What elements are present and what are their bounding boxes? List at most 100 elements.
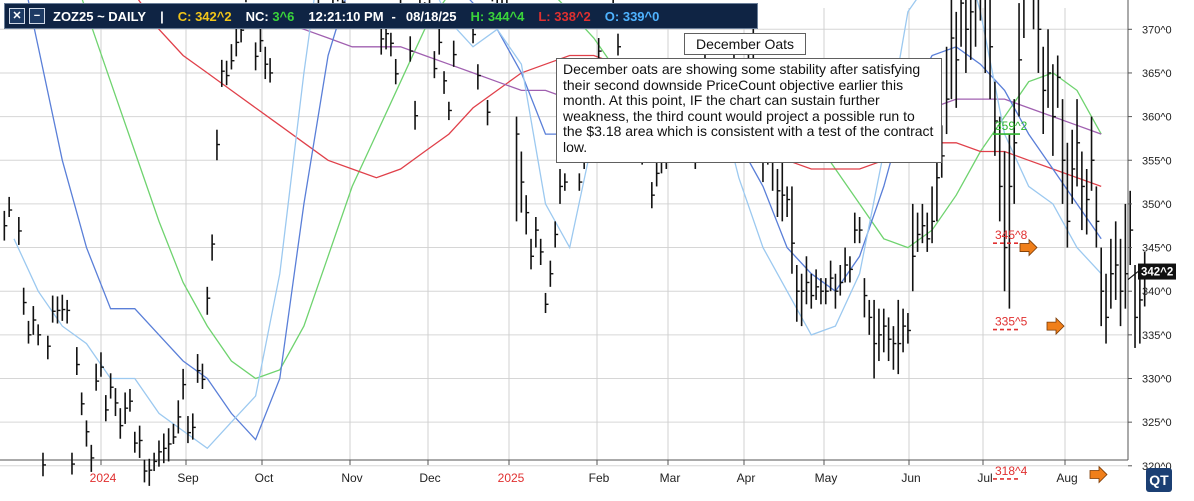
ohlc-bar xyxy=(795,265,800,322)
ohlc-bar xyxy=(191,413,196,440)
ohlc-bar xyxy=(844,247,849,283)
ohlc-bar xyxy=(61,294,66,321)
ohlc-bar xyxy=(834,273,839,309)
ohlc-bar xyxy=(955,11,960,108)
close-value: C: 342^2 xyxy=(177,8,232,24)
ohlc-bar xyxy=(969,0,974,60)
y-tick-label: 355^0 xyxy=(1142,155,1172,167)
ohlc-bar xyxy=(984,0,987,73)
ohlc-bar xyxy=(810,273,815,309)
ohlc-bar xyxy=(1085,168,1090,235)
ohlc-bar xyxy=(651,182,655,209)
ohlc-bar xyxy=(926,212,931,252)
ohlc-bar xyxy=(853,212,858,244)
ohlc-bar xyxy=(1018,3,1023,117)
ohlc-bar xyxy=(143,459,148,483)
ohlc-bar xyxy=(254,42,259,71)
x-tick-label: Feb xyxy=(589,471,610,485)
ohlc-bar xyxy=(839,265,844,296)
ohlc-bar xyxy=(539,238,544,266)
ohlc-bar xyxy=(578,173,583,191)
ohlc-bar xyxy=(863,278,868,318)
ohlc-bar xyxy=(138,425,143,458)
ohlc-bar xyxy=(868,299,873,335)
ohlc-bar xyxy=(148,458,153,486)
ohlc-bar xyxy=(960,0,965,47)
low-value: L: 338^2 xyxy=(538,8,591,24)
ohlc-bar xyxy=(1061,99,1066,204)
ohlc-bar xyxy=(1071,129,1076,204)
quote-header-bar: ✕ − ZOZ25 ~ DAILY | C: 342^2 NC: 3^6 12:… xyxy=(4,3,758,29)
ohlc-bar xyxy=(921,203,926,244)
ohlc-bar xyxy=(897,299,902,375)
ohlc-bar xyxy=(1090,116,1095,191)
ohlc-bar xyxy=(162,433,167,464)
x-tick-label: Dec xyxy=(419,471,440,485)
ohlc-bar xyxy=(158,440,162,467)
ohlc-bar xyxy=(1114,221,1119,300)
ohlc-bar xyxy=(201,363,206,389)
last-price-box xyxy=(1138,263,1176,280)
ohlc-bar xyxy=(56,296,61,324)
moving-average-green xyxy=(81,0,1102,380)
ohlc-bar xyxy=(394,58,399,85)
y-tick-label: 325^0 xyxy=(1142,417,1172,429)
ohlc-bar xyxy=(269,58,274,83)
x-tick-label: 2024 xyxy=(90,471,117,485)
ohlc-bar xyxy=(119,408,124,439)
ohlc-bar xyxy=(1047,29,1052,108)
target-arrow-icon xyxy=(1046,317,1065,336)
ohlc-bar xyxy=(18,216,22,245)
ohlc-bar xyxy=(245,0,247,3)
ohlc-bar xyxy=(419,0,421,7)
minimize-icon[interactable]: − xyxy=(29,8,45,24)
y-tick-label: 345^0 xyxy=(1142,243,1172,255)
ohlc-bar xyxy=(264,46,269,80)
ohlc-bar xyxy=(114,388,119,417)
open-value: O: 339^0 xyxy=(604,8,660,24)
last-price-pointer xyxy=(1127,271,1139,281)
ohlc-bar xyxy=(907,313,911,344)
x-tick-label: Jun xyxy=(901,471,920,485)
qt-logo: QT xyxy=(1146,468,1172,492)
ohlc-bar xyxy=(535,216,539,248)
ohlc-bar xyxy=(849,256,853,283)
ohlc-bar xyxy=(51,295,56,323)
ohlc-bar xyxy=(776,168,781,217)
ohlc-bar xyxy=(974,0,977,47)
ohlc-bar xyxy=(1105,273,1110,344)
x-tick-label: Nov xyxy=(341,471,362,485)
ohlc-bar xyxy=(80,392,85,416)
last-price-label: 342^2 xyxy=(1141,267,1173,279)
chart-grid xyxy=(0,0,1129,467)
x-tick-label: Aug xyxy=(1056,471,1077,485)
y-tick-label: 365^0 xyxy=(1142,68,1172,80)
ohlc-bar xyxy=(1023,0,1025,39)
y-tick-label: 360^0 xyxy=(1142,112,1172,124)
ohlc-bar xyxy=(8,196,13,217)
ohlc-bar xyxy=(124,392,129,424)
ohlc-bar xyxy=(1003,151,1008,292)
close-window-icon[interactable]: ✕ xyxy=(9,8,25,24)
ohlc-bar xyxy=(1124,203,1129,309)
ohlc-bar xyxy=(887,317,892,362)
ohlc-bar xyxy=(452,40,457,67)
ohlc-bar xyxy=(225,60,230,86)
header-separator: | xyxy=(160,8,164,24)
ohlc-bar xyxy=(940,125,945,178)
ohlc-bar xyxy=(824,278,829,305)
ohlc-bar xyxy=(1100,247,1105,327)
ohlc-bar xyxy=(32,306,37,335)
ohlc-bar xyxy=(211,234,216,261)
target-arrow-icon xyxy=(1089,465,1108,484)
ohlc-bar xyxy=(414,100,419,130)
ohlc-bar xyxy=(438,27,443,55)
ohlc-bar xyxy=(477,64,481,90)
ohlc-bar xyxy=(1095,186,1100,248)
ohlc-bar xyxy=(182,368,187,400)
ohlc-bar xyxy=(525,195,530,235)
ohlc-bar xyxy=(66,299,71,324)
ohlc-bar xyxy=(172,423,177,444)
